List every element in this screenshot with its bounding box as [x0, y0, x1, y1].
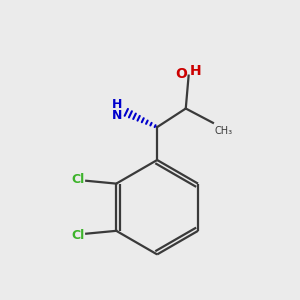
Text: CH₃: CH₃	[214, 126, 232, 136]
Text: Cl: Cl	[71, 229, 85, 242]
Text: Cl: Cl	[71, 173, 85, 186]
Text: O: O	[176, 67, 188, 81]
Text: H: H	[190, 64, 202, 78]
Text: H: H	[112, 98, 122, 111]
Text: N: N	[112, 109, 122, 122]
